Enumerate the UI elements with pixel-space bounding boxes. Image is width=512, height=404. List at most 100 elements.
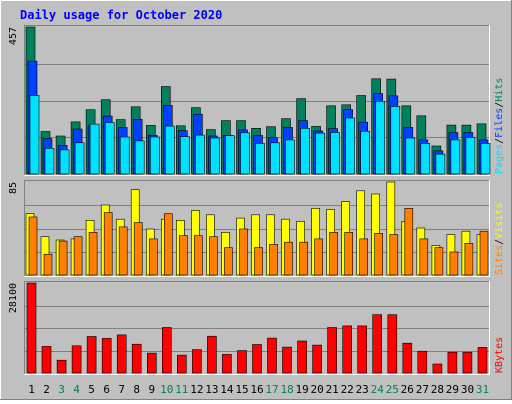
legend: Pages/Files/Hits — [494, 78, 505, 174]
legend: KBytes — [494, 337, 505, 373]
bar-sites — [149, 238, 158, 276]
day-label: 24 — [371, 383, 385, 396]
bar-sites — [344, 232, 354, 276]
bar-pages — [345, 117, 356, 175]
day-label: 5 — [88, 383, 95, 396]
bar-sites — [464, 243, 474, 276]
day-label: 12 — [190, 383, 203, 396]
legend-separator: / — [494, 102, 505, 108]
day-label: 9 — [148, 383, 155, 396]
bar-pages — [59, 149, 70, 175]
day-label: 7 — [118, 383, 125, 396]
bar-sites — [359, 238, 369, 276]
legend-files: Files — [494, 108, 505, 138]
bar-sites — [133, 222, 143, 276]
day-label: 20 — [310, 383, 323, 396]
bar-kbytes — [357, 325, 368, 374]
bar-kbytes — [41, 346, 52, 374]
bar-pages — [89, 123, 100, 175]
bar-sites — [389, 234, 399, 276]
chart-title: Daily usage for October 2020 — [20, 8, 222, 22]
day-label: 8 — [133, 383, 140, 396]
day-label: 26 — [401, 383, 414, 396]
bar-kbytes — [86, 336, 97, 374]
bar-sites — [479, 230, 489, 276]
bar-pages — [44, 148, 55, 175]
bar-kbytes — [447, 351, 458, 374]
bar-kbytes — [462, 351, 473, 374]
bar-kbytes — [177, 354, 187, 374]
legend-pages: Pages — [494, 144, 505, 174]
day-label: 11 — [175, 383, 188, 396]
day-label: 4 — [73, 383, 80, 396]
bar-pages — [285, 139, 295, 175]
bar-pages — [165, 125, 175, 175]
bar-sites — [209, 236, 218, 276]
bar-sites — [88, 232, 98, 276]
day-label: 16 — [250, 383, 263, 396]
bar-pages — [450, 139, 461, 175]
day-label: 31 — [476, 383, 489, 396]
bar-pages — [405, 137, 416, 175]
day-label: 25 — [386, 383, 399, 396]
bar-pages — [240, 132, 250, 175]
bar-sites — [299, 241, 308, 276]
legend-separator: / — [494, 138, 505, 144]
bar-sites — [118, 226, 128, 276]
bar-sites — [269, 244, 278, 276]
bar-pages — [375, 101, 386, 175]
bar-sites — [58, 240, 68, 276]
bar-kbytes — [222, 354, 232, 374]
day-label: 15 — [235, 383, 248, 396]
bar-sites — [434, 247, 444, 276]
bar-pages — [150, 136, 160, 175]
bar-pages — [270, 142, 280, 175]
bar-pages — [119, 136, 130, 175]
bar-pages — [134, 140, 145, 175]
bar-pages — [465, 137, 476, 175]
bar-sites — [164, 213, 173, 276]
bar-kbytes — [372, 314, 383, 374]
day-label: 27 — [416, 383, 429, 396]
bar-sites — [254, 247, 263, 276]
bar-pages — [225, 135, 235, 175]
legend-separator: / — [494, 239, 505, 245]
day-label: 28 — [431, 383, 444, 396]
day-label: 6 — [103, 383, 110, 396]
bar-sites — [179, 235, 188, 276]
bar-pages — [330, 132, 340, 175]
bar-kbytes — [26, 282, 37, 374]
bar-kbytes — [237, 350, 247, 374]
day-label: 14 — [220, 383, 234, 396]
legend-sites: Sites — [494, 245, 505, 275]
bar-sites — [73, 236, 83, 276]
panel-hits-files-pages: 457 Pages/Files/Hits — [8, 25, 505, 176]
bar-kbytes — [56, 359, 67, 374]
chart-panels: 457Pages/Files/Hits85Sites/Visits28100KB… — [8, 25, 505, 375]
day-label: 22 — [341, 383, 354, 396]
bar-sites — [419, 238, 429, 276]
legend-visits: Visits — [494, 203, 505, 239]
bar-pages — [300, 128, 310, 175]
legend-kbytes: KBytes — [494, 337, 505, 373]
bar-pages — [435, 153, 446, 175]
bar-sites — [284, 241, 293, 276]
bar-pages — [195, 134, 205, 175]
y-max-label: 85 — [8, 182, 19, 194]
bar-pages — [74, 142, 85, 175]
bar-kbytes — [192, 349, 202, 374]
legend: Sites/Visits — [494, 203, 505, 275]
bar-kbytes — [71, 345, 82, 374]
bar-pages — [480, 143, 491, 175]
panel-kbytes: 28100 KBytes — [8, 281, 505, 375]
y-max-label: 457 — [8, 27, 19, 45]
day-label: 3 — [58, 383, 65, 396]
bar-kbytes — [207, 335, 217, 374]
day-label: 10 — [160, 383, 173, 396]
bar-kbytes — [116, 334, 127, 374]
bar-kbytes — [101, 338, 112, 374]
day-labels: 1 2 3 4 5 6 7 8 9 10 11 12 13 14 15 16 17 18 19 20 21 22 23 24 2… — [28, 383, 489, 396]
day-label: 19 — [295, 383, 308, 396]
bar-pages — [390, 106, 401, 175]
